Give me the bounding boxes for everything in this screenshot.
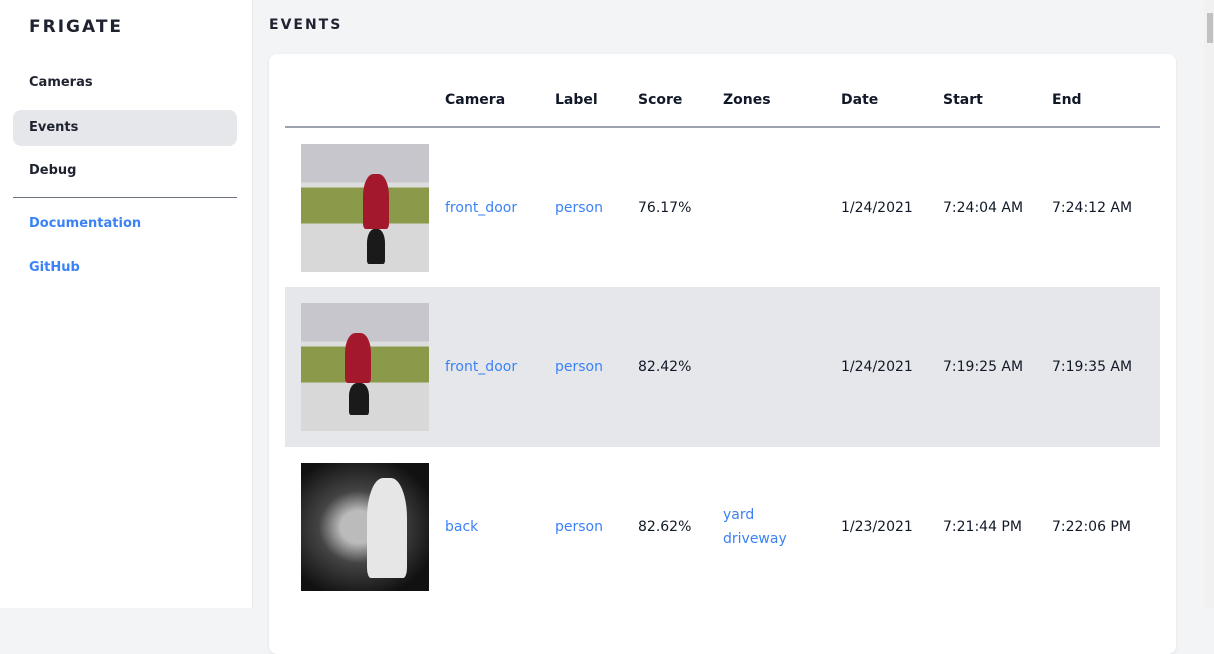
sidebar-divider [13,197,237,198]
header-zones: Zones [723,74,841,128]
camera-link[interactable]: front_door [445,287,555,447]
zone-link[interactable]: yard [723,507,755,523]
start-time: 7:19:25 AM [943,287,1052,447]
sidebar-item-debug[interactable]: Debug [29,163,77,178]
end-time: 7:19:35 AM [1052,287,1160,447]
date: 1/24/2021 [841,287,943,447]
camera-link[interactable]: front_door [445,199,518,216]
date: 1/23/2021 [841,519,913,535]
table-row[interactable]: front_door person 82.42% 1/24/2021 7:19:… [285,287,1160,447]
header-start: Start [943,74,1052,128]
table-row[interactable]: front_door person 76.17% 1/24/2021 7:24:… [285,127,1160,287]
page-title: EVENTS [269,17,343,33]
zones: yard driveway [723,447,841,607]
zone-link[interactable]: driveway [723,531,787,547]
label-link[interactable]: person [555,199,603,216]
brand-logo: FRIGATE [29,17,124,37]
camera-link[interactable]: back [445,519,479,535]
zones [723,287,841,447]
label-link[interactable]: person [555,287,638,447]
date: 1/24/2021 [841,199,913,216]
score: 82.42% [638,287,723,447]
header-date: Date [841,74,943,128]
score: 82.62% [638,519,692,535]
sidebar-item-events[interactable]: Events [13,110,237,146]
event-thumbnail[interactable] [301,303,429,431]
events-card: Camera Label Score Zones Date Start End … [269,54,1176,654]
end-time: 7:24:12 AM [1052,199,1133,216]
sidebar: FRIGATE Cameras Events Debug Documentati… [0,0,253,608]
score: 76.17% [638,199,692,216]
scrollbar[interactable] [1204,0,1214,608]
end-time: 7:22:06 PM [1052,519,1131,535]
header-camera: Camera [445,74,555,128]
github-link[interactable]: GitHub [29,260,80,275]
table-row[interactable]: back person 82.62% yard driveway 1/23/202… [285,447,1160,607]
sidebar-item-cameras[interactable]: Cameras [29,75,93,90]
documentation-link[interactable]: Documentation [29,216,142,231]
start-time: 7:21:44 PM [943,519,1022,535]
header-score: Score [638,74,723,128]
label-link[interactable]: person [555,519,603,535]
header-label: Label [555,74,638,128]
header-thumbnail [285,74,445,128]
start-time: 7:24:04 AM [943,199,1024,216]
zones [723,127,841,287]
header-end: End [1052,74,1160,128]
event-thumbnail[interactable] [301,463,429,591]
event-thumbnail[interactable] [301,143,429,272]
events-table: Camera Label Score Zones Date Start End … [285,74,1160,607]
scrollbar-thumb[interactable] [1207,13,1213,43]
